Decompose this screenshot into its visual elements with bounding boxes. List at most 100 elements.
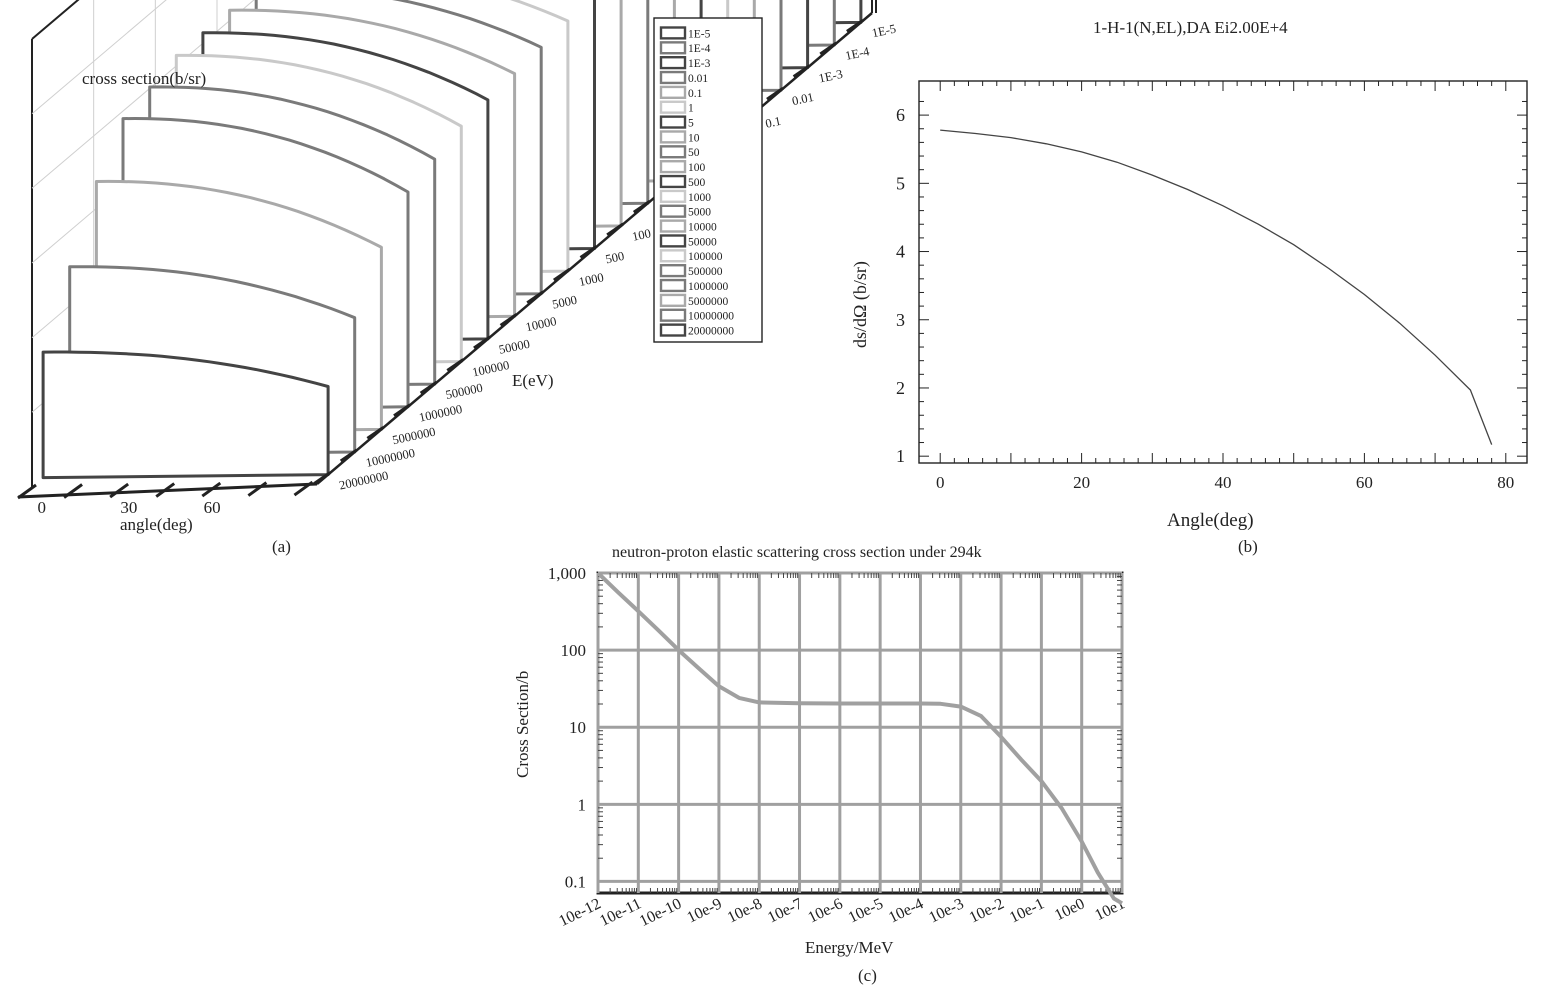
chart-c-x-tick-label: 10e-12 <box>556 895 603 930</box>
chart-a-legend-swatch <box>659 130 687 144</box>
chart-a-energy-tick <box>553 267 571 282</box>
chart-c-x-tick-label: 10e-1 <box>1007 895 1047 926</box>
chart-b-x-axis-label: Angle(deg) <box>1167 510 1254 531</box>
chart-a-energy-tick-label: 1E-4 <box>844 44 871 63</box>
chart-a-legend-label: 1000000 <box>688 281 729 293</box>
chart-b-x-tick-label: 0 <box>936 473 945 492</box>
chart-a-legend-swatch <box>659 234 687 248</box>
chart-a-legend-label: 5000 <box>688 207 711 219</box>
chart-b-x-tick-label: 80 <box>1497 473 1514 492</box>
chart-a-legend-label: 1000 <box>688 192 711 204</box>
chart-a-legend-label: 500000 <box>688 266 723 278</box>
chart-a-legend-label: 1E-5 <box>688 28 711 40</box>
chart-a-legend-label: 500 <box>688 177 706 189</box>
chart-a-legend-label: 5 <box>688 118 694 130</box>
chart-c-x-tick-label: 10e-5 <box>846 895 886 926</box>
chart-c-y-tick-label: 10 <box>569 718 586 737</box>
chart-b-plot-frame <box>918 80 1528 464</box>
chart-a-legend-label: 0.01 <box>688 73 708 85</box>
chart-a-energy-tick-label: 100000 <box>471 358 511 379</box>
chart-c-x-tick-label: 10e1 <box>1092 895 1127 924</box>
chart-a-z-axis-label: cross section(b/sr) <box>82 69 206 88</box>
chart-a-legend-label: 10000 <box>688 222 717 234</box>
chart-b-y-tick-label: 1 <box>896 446 905 466</box>
chart-a-curves <box>41 0 863 480</box>
panel-c-label: (c) <box>858 966 877 985</box>
chart-c-y-tick-label: 100 <box>561 641 587 660</box>
chart-a-legend-swatch <box>659 249 687 263</box>
chart-a-energy-tick <box>606 222 624 237</box>
chart-a-x-axis-label: angle(deg) <box>120 515 193 534</box>
chart-c-y-tick-label: 0.1 <box>565 872 586 891</box>
chart-c-x-tick-label: 10e-6 <box>805 895 845 926</box>
chart-c-x-tick-label: 10e-2 <box>967 895 1007 926</box>
chart-a-legend-swatch <box>659 308 687 322</box>
chart-a-legend-label: 50000 <box>688 236 717 248</box>
chart-c-y-axis-label: Cross Section/b <box>513 671 532 778</box>
chart-a-legend-label: 1E-4 <box>688 43 711 55</box>
chart-a-legend-swatch <box>659 264 687 278</box>
chart-b-x-tick-label: 20 <box>1073 473 1090 492</box>
chart-a-angle-tick <box>247 481 268 497</box>
chart-b-title: 1-H-1(N,EL),DA Ei2.00E+4 <box>1093 18 1288 37</box>
chart-a-energy-tick-label: 50000 <box>498 337 531 357</box>
chart-a-energy-tick <box>313 471 331 485</box>
chart-b-y-tick-label: 2 <box>896 378 905 398</box>
chart-a-angle-tick-label: 0 <box>37 498 46 517</box>
chart-a-energy-tick <box>766 87 784 101</box>
chart-a-legend-label: 100 <box>688 162 706 174</box>
chart-a-energy-tick <box>366 426 385 440</box>
chart-c-title: neutron-proton elastic scattering cross … <box>612 544 982 561</box>
chart-a-angle-tick-label: 60 <box>204 498 221 517</box>
chart-b-series-line <box>940 129 1493 445</box>
chart-a-legend-swatch <box>659 100 687 114</box>
chart-a-energy-tick <box>579 245 598 259</box>
chart-a-energy-tick <box>419 380 438 395</box>
chart-a-legend-swatch <box>659 26 687 40</box>
chart-b-y-tick-label: 4 <box>896 242 905 262</box>
chart-a-legend-swatch <box>659 204 687 218</box>
panel-a-label: (a) <box>272 537 291 556</box>
chart-a-legend-swatch <box>659 145 687 159</box>
chart-a-legend-swatch <box>659 115 687 129</box>
chart-a-energy-tick-label: 1000000 <box>418 402 464 425</box>
chart-a-energy-tick <box>792 64 811 78</box>
chart-b-y-tick-label: 5 <box>896 173 905 193</box>
chart-a-energy-tick <box>473 335 491 350</box>
chart-c-y-tick-label: 1 <box>578 795 587 814</box>
chart-b-x-tick-label: 40 <box>1215 473 1232 492</box>
chart-c-x-tick-label: 10e-3 <box>926 895 966 926</box>
chart-c-plot-frame <box>596 571 1124 895</box>
chart-a-legend-label: 5000000 <box>688 296 729 308</box>
chart-a-y-axis-label: E(eV) <box>512 371 554 390</box>
chart-a-energy-tick-label: 0.01 <box>791 90 815 108</box>
chart-a-angle-tick <box>155 482 176 498</box>
chart-a-legend: 1E-5 1E-4 1E-3 0.01 0.1 1 5 10 50 100 500 1000 5000 1… <box>653 17 763 343</box>
chart-a-angle-tick <box>201 481 222 498</box>
chart-a-legend-swatch <box>659 85 687 99</box>
chart-a-legend-label: 20000000 <box>688 326 734 338</box>
chart-a-3d-cross-section: 1E-51E-41E-30.010.1151050100500100050001… <box>17 0 897 534</box>
chart-a-legend-label: 10000000 <box>688 311 734 323</box>
panel-b-label: (b) <box>1238 537 1258 556</box>
chart-c-x-axis-label: Energy/MeV <box>805 938 894 957</box>
chart-a-energy-tick-label: 5000000 <box>391 425 437 448</box>
chart-a-legend-swatch <box>659 41 687 55</box>
chart-b-angular-distribution: 0 20 40 60 80 1 2 3 4 5 6 <box>896 80 1528 492</box>
chart-a-energy-tick-label: 1E-3 <box>817 67 844 86</box>
chart-a-energy-tick <box>393 403 411 417</box>
chart-a-angle-tick <box>63 483 83 499</box>
chart-a-energy-tick <box>846 19 864 33</box>
chart-a-energy-tick-label: 20000000 <box>338 468 390 492</box>
chart-b-x-tick-label: 60 <box>1356 473 1373 492</box>
chart-a-energy-tick <box>526 290 545 304</box>
chart-a-energy-tick-label: 5000 <box>551 293 578 312</box>
chart-a-legend-label: 1 <box>688 103 694 115</box>
chart-a-legend-swatch <box>659 56 687 70</box>
chart-a-energy-tick-label: 10000000 <box>364 446 416 470</box>
chart-a-energy-tick-label: 1000 <box>578 270 605 289</box>
chart-c-x-tick-label: 10e-4 <box>886 895 926 926</box>
chart-a-energy-tick <box>339 448 358 463</box>
chart-a-legend-label: 0.1 <box>688 88 703 100</box>
